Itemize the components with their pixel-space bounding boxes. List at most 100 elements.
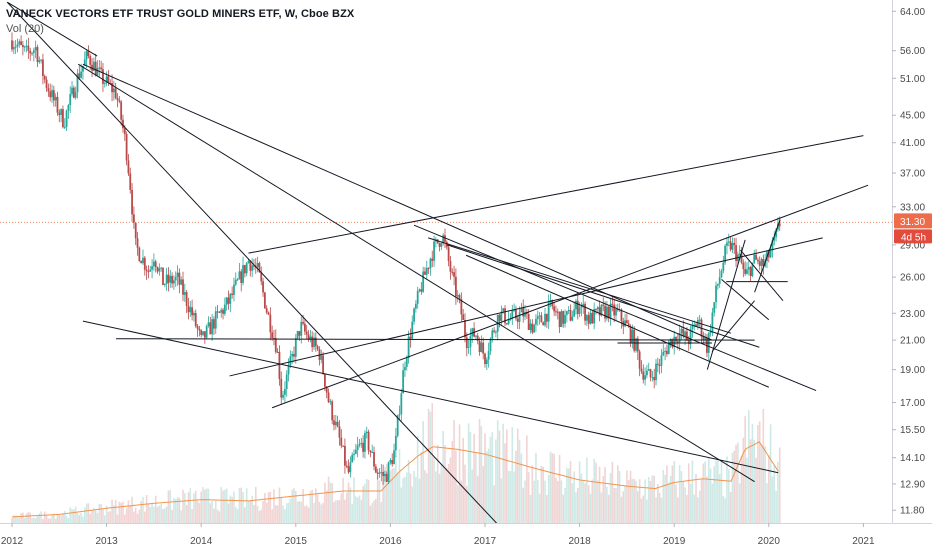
volume-bar xyxy=(698,490,701,523)
candle-body xyxy=(716,283,719,286)
candle-body xyxy=(524,312,526,317)
volume-bar xyxy=(522,487,525,523)
volume-bar xyxy=(436,445,439,523)
candle-body xyxy=(140,261,143,264)
volume-bar xyxy=(307,507,310,523)
price-axis-bg xyxy=(892,0,932,550)
volume-bar xyxy=(675,484,677,523)
candle-body xyxy=(740,253,743,263)
countdown-badge xyxy=(894,229,932,244)
volume-bar xyxy=(496,420,499,523)
volume-bar xyxy=(280,497,283,523)
volume-bar xyxy=(729,491,732,523)
candle-body xyxy=(602,304,605,306)
volume-bar xyxy=(415,477,417,523)
volume-bar xyxy=(735,444,737,523)
candle-body xyxy=(460,299,463,315)
candle-body xyxy=(60,109,63,115)
candle-body xyxy=(556,311,559,313)
candle-body xyxy=(493,330,495,332)
candle-body xyxy=(222,309,224,314)
candle-body xyxy=(67,105,70,111)
candle-body xyxy=(485,359,488,365)
trendline xyxy=(706,239,746,370)
volume-bar xyxy=(209,503,212,523)
volume-bar xyxy=(738,483,741,523)
volume-bar xyxy=(398,449,401,523)
candle-body xyxy=(329,401,332,403)
volume-bar xyxy=(527,472,530,523)
volume-ma-line xyxy=(11,441,779,518)
candle-body xyxy=(629,326,632,343)
trendline xyxy=(82,320,779,474)
candle-body xyxy=(358,443,361,446)
candle-body xyxy=(476,335,479,341)
x-tick-label: 2018 xyxy=(568,536,591,547)
candle-body xyxy=(527,314,530,331)
volume-bar xyxy=(33,517,35,523)
candle-body xyxy=(529,323,532,331)
volume-bar xyxy=(207,488,210,523)
volume-bar xyxy=(264,492,266,523)
candle-body xyxy=(165,274,168,285)
candle-body xyxy=(675,336,677,342)
candle-body xyxy=(233,284,235,295)
candle-body xyxy=(440,243,443,247)
volume-bar xyxy=(551,453,554,523)
volume-bar xyxy=(707,458,710,523)
candle-body xyxy=(223,304,226,314)
candle-body xyxy=(87,51,90,56)
volume-bar xyxy=(493,485,495,523)
candle-body xyxy=(282,394,284,398)
trendline xyxy=(6,1,505,532)
candle-body xyxy=(382,471,385,477)
y-tick-label: 23.00 xyxy=(900,309,925,320)
candle-body xyxy=(198,328,201,331)
x-tick-label: 2021 xyxy=(852,536,875,547)
candle-body xyxy=(263,292,266,309)
volume-bar xyxy=(578,461,581,523)
candle-body xyxy=(242,265,244,283)
volume-bar xyxy=(113,505,115,523)
candle-body xyxy=(154,261,157,268)
candle-body xyxy=(25,45,28,47)
volume-bar xyxy=(547,474,550,523)
y-tick-label: 21.00 xyxy=(900,336,925,347)
volume-bar xyxy=(562,494,565,523)
trendlines[interactable] xyxy=(6,1,869,532)
candle-body xyxy=(353,453,355,455)
candle-body xyxy=(731,242,734,250)
volume-bar xyxy=(38,513,41,523)
volume-bar xyxy=(455,450,457,523)
candle-body xyxy=(265,308,268,313)
volume-bar xyxy=(329,482,332,523)
volume-bar xyxy=(731,452,734,523)
candle-body xyxy=(682,328,685,337)
volume-bar xyxy=(724,498,726,523)
volume-bar xyxy=(295,490,297,523)
volume-bar xyxy=(78,514,81,523)
candle-body xyxy=(373,452,375,467)
time-axis[interactable]: 2012 2013 2014 2015 2016 2017 2018 2019 2020 2021 xyxy=(0,523,932,550)
volume-bar xyxy=(638,479,641,523)
candle-body xyxy=(163,284,166,286)
volume-bar xyxy=(533,480,535,523)
y-tick-label: 26.00 xyxy=(900,273,925,284)
candle-body xyxy=(545,313,548,322)
candle-body xyxy=(653,377,656,381)
candle-body xyxy=(69,93,72,106)
candle-body xyxy=(405,357,408,367)
candle-body xyxy=(285,374,288,390)
candle-body xyxy=(114,88,117,99)
volume-bar xyxy=(351,504,353,523)
volume-bar xyxy=(589,493,592,523)
candle-body xyxy=(718,277,721,284)
volume-bar xyxy=(720,459,723,523)
volume-bar xyxy=(400,487,403,523)
candle-body xyxy=(607,306,610,319)
candle-body xyxy=(58,112,61,115)
price-axis[interactable]: 64.00 56.00 51.00 45.00 41.00 37.00 33.00 29.00… xyxy=(892,0,932,550)
candle-body xyxy=(487,351,490,360)
